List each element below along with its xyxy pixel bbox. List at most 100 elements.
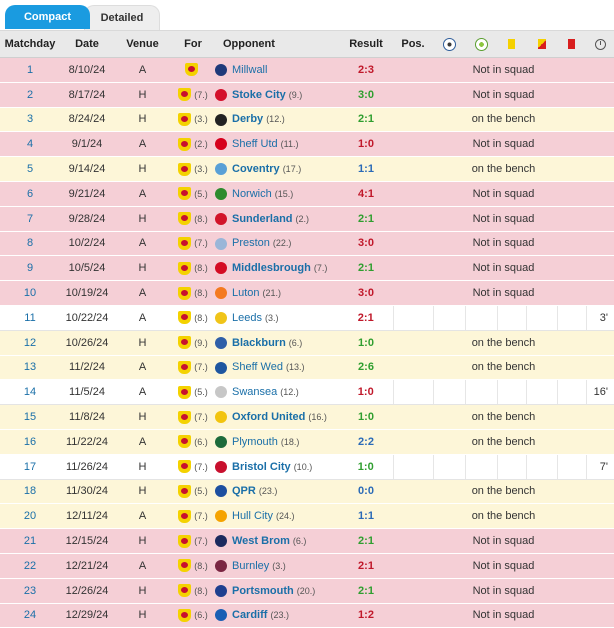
matchday-number[interactable]: 23 — [23, 584, 37, 597]
team-crest-icon[interactable] — [178, 88, 192, 102]
opponent-link[interactable]: West Brom — [232, 534, 290, 547]
matchday-link[interactable]: 13 — [0, 355, 60, 381]
team-crest-icon[interactable] — [178, 162, 192, 176]
opponent-link[interactable]: QPR — [232, 485, 256, 498]
result-link[interactable]: 2:1 — [357, 311, 374, 324]
opponent-link[interactable]: Stoke City — [232, 88, 286, 101]
opponent-crest-icon[interactable] — [215, 411, 227, 424]
team-crest-icon[interactable] — [178, 137, 192, 151]
matchday-number[interactable]: 10 — [23, 287, 37, 300]
opponent-link[interactable]: Preston — [232, 237, 270, 250]
opponent-link[interactable]: Coventry — [232, 163, 280, 176]
matchday-number[interactable]: 15 — [23, 411, 37, 424]
matchday-link[interactable]: 10 — [0, 280, 60, 306]
matchday-number[interactable]: 20 — [23, 510, 37, 523]
result-link[interactable]: 2:1 — [358, 559, 374, 572]
result-link[interactable]: 2:1 — [358, 262, 374, 275]
team-crest-icon[interactable] — [178, 311, 192, 325]
opponent-link[interactable]: Swansea — [232, 386, 278, 399]
matchday-number[interactable]: 6 — [26, 187, 34, 200]
header-yellow-cards[interactable] — [497, 30, 526, 58]
matchday-number[interactable]: 4 — [26, 138, 34, 151]
opponent-link[interactable]: Middlesbrough — [232, 262, 311, 275]
result-link[interactable]: 2:1 — [358, 113, 374, 126]
result-link[interactable]: 2:3 — [358, 63, 374, 76]
matchday-number[interactable]: 22 — [23, 559, 37, 572]
matchday-link[interactable]: 22 — [0, 553, 60, 579]
team-crest-icon[interactable] — [178, 509, 192, 523]
opponent-crest-icon[interactable] — [215, 287, 227, 300]
matchday-link[interactable]: 6 — [0, 181, 60, 207]
result-link[interactable]: 1:2 — [358, 609, 374, 622]
result-link[interactable]: 0:0 — [358, 485, 374, 498]
matchday-link[interactable]: 14 — [0, 379, 60, 406]
team-crest-icon[interactable] — [178, 385, 192, 399]
result-link[interactable]: 2:6 — [358, 361, 374, 374]
team-crest-icon[interactable] — [178, 534, 192, 548]
result-link[interactable]: 1:0 — [357, 460, 374, 473]
matchday-number[interactable]: 14 — [23, 386, 37, 399]
opponent-crest-icon[interactable] — [215, 386, 227, 399]
matchday-number[interactable]: 18 — [23, 485, 37, 498]
opponent-link[interactable]: Leeds — [232, 311, 262, 324]
opponent-link[interactable]: Hull City — [232, 510, 273, 523]
team-crest-icon[interactable] — [178, 286, 192, 300]
result-link[interactable]: 2:2 — [358, 435, 374, 448]
result-link[interactable]: 3:0 — [358, 88, 374, 101]
opponent-crest-icon[interactable] — [215, 63, 227, 76]
opponent-crest-icon[interactable] — [215, 510, 227, 523]
matchday-link[interactable]: 23 — [0, 578, 60, 604]
matchday-number[interactable]: 17 — [23, 460, 37, 473]
matchday-number[interactable]: 16 — [23, 435, 37, 448]
matchday-link[interactable]: 17 — [0, 454, 60, 480]
matchday-link[interactable]: 1 — [0, 57, 60, 83]
header-second-yellow[interactable] — [526, 30, 557, 58]
result-link[interactable]: 1:0 — [358, 138, 374, 151]
result-link[interactable]: 1:0 — [358, 336, 374, 349]
matchday-number[interactable]: 7 — [26, 212, 34, 225]
matchday-link[interactable]: 15 — [0, 404, 60, 430]
team-crest-icon[interactable] — [178, 584, 192, 598]
result-link[interactable]: 4:1 — [358, 187, 374, 200]
result-link[interactable]: 1:0 — [357, 386, 374, 399]
matchday-link[interactable]: 2 — [0, 82, 60, 108]
header-venue[interactable]: Venue — [114, 30, 171, 58]
team-crest-icon[interactable] — [178, 236, 192, 250]
header-opponent[interactable]: Opponent — [215, 30, 339, 58]
team-crest-icon[interactable] — [178, 112, 192, 126]
opponent-link[interactable]: Blackburn — [232, 336, 286, 349]
header-date[interactable]: Date — [60, 30, 114, 58]
matchday-number[interactable]: 2 — [26, 88, 34, 101]
header-goals[interactable] — [433, 30, 465, 58]
opponent-crest-icon[interactable] — [215, 609, 227, 622]
matchday-link[interactable]: 7 — [0, 206, 60, 232]
matchday-link[interactable]: 20 — [0, 503, 60, 530]
matchday-number[interactable]: 21 — [23, 535, 37, 548]
tab-compact[interactable]: Compact — [5, 5, 90, 29]
opponent-crest-icon[interactable] — [215, 435, 227, 448]
team-crest-icon[interactable] — [178, 261, 192, 275]
tab-detailed[interactable]: Detailed — [84, 5, 160, 30]
opponent-crest-icon[interactable] — [215, 559, 227, 572]
matchday-link[interactable]: 18 — [0, 479, 60, 505]
result-link[interactable]: 2:1 — [358, 535, 374, 548]
opponent-crest-icon[interactable] — [215, 460, 227, 473]
header-minutes[interactable] — [586, 30, 614, 58]
result-link[interactable]: 3:0 — [358, 237, 374, 250]
team-crest-icon[interactable] — [178, 435, 192, 449]
result-link[interactable]: 2:1 — [358, 212, 374, 225]
matchday-number[interactable]: 8 — [26, 237, 34, 250]
result-link[interactable]: 3:0 — [358, 287, 374, 300]
result-link[interactable]: 2:1 — [358, 584, 374, 597]
opponent-crest-icon[interactable] — [215, 163, 227, 176]
team-crest-icon[interactable] — [185, 63, 198, 77]
opponent-link[interactable]: Bristol City — [232, 460, 291, 473]
result-link[interactable]: 1:0 — [358, 411, 374, 424]
matchday-link[interactable]: 9 — [0, 255, 60, 282]
header-red-cards[interactable] — [557, 30, 586, 58]
result-link[interactable]: 1:1 — [358, 163, 374, 176]
header-assists[interactable] — [465, 30, 497, 58]
team-crest-icon[interactable] — [178, 484, 192, 498]
matchday-number[interactable]: 5 — [26, 163, 34, 176]
header-result[interactable]: Result — [339, 30, 393, 58]
